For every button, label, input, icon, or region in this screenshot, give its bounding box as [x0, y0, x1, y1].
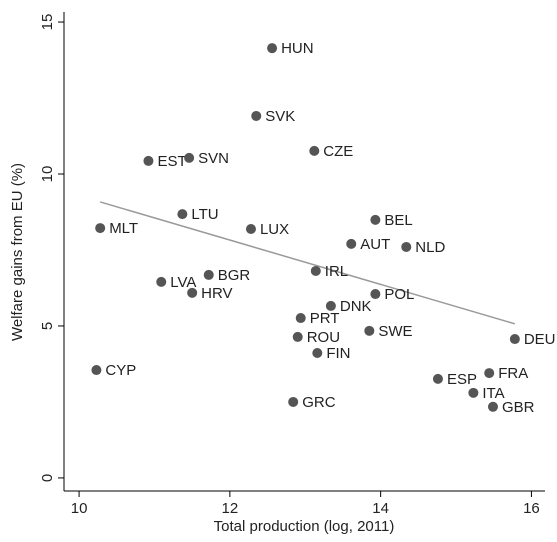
point-label: LUX — [260, 221, 289, 238]
y-tick-label: 5 — [39, 322, 56, 330]
point — [370, 289, 381, 300]
point-label: NLD — [415, 239, 445, 256]
point — [245, 224, 256, 235]
point — [177, 209, 188, 220]
x-tick-label: 12 — [222, 500, 239, 517]
point — [346, 238, 357, 249]
x-tick-label: 14 — [372, 500, 389, 517]
y-tick-label: 15 — [39, 14, 56, 31]
point-label: SWE — [378, 323, 412, 340]
y-tick-label: 10 — [39, 166, 56, 183]
point-label: FIN — [326, 345, 350, 362]
point-label: ESP — [447, 371, 477, 388]
point — [312, 348, 323, 359]
point — [432, 373, 443, 384]
point-label: BGR — [218, 267, 251, 284]
y-tick-label: 0 — [39, 474, 56, 482]
point-label: POL — [384, 286, 414, 303]
point — [484, 368, 495, 379]
point-label: IRL — [325, 263, 348, 280]
x-tick-label: 16 — [523, 500, 540, 517]
point — [187, 287, 198, 298]
point-label: DEU — [524, 331, 556, 348]
point — [203, 269, 214, 280]
point — [143, 155, 154, 166]
point — [325, 300, 336, 311]
point — [509, 334, 520, 345]
point-label: FRA — [498, 365, 528, 382]
point-label: GBR — [502, 399, 535, 416]
point-label: ITA — [482, 385, 504, 402]
fit-line — [99, 201, 516, 325]
x-tick-label: 10 — [71, 500, 88, 517]
x-axis-label: Total production (log, 2011) — [214, 518, 395, 535]
point — [91, 365, 102, 376]
point-label: SVN — [198, 150, 229, 167]
point — [288, 396, 299, 407]
point — [295, 313, 306, 324]
point-label: ROU — [307, 329, 340, 346]
point — [156, 276, 167, 287]
point-label: LTU — [191, 206, 218, 223]
point — [468, 387, 479, 398]
point-label: DNK — [340, 298, 372, 315]
point-label: CZE — [323, 143, 353, 160]
point-label: CYP — [105, 362, 136, 379]
point — [251, 110, 262, 121]
point — [370, 214, 381, 225]
point-label: LVA — [170, 274, 196, 291]
point — [95, 223, 106, 234]
point-label: MLT — [109, 220, 138, 237]
point-label: HUN — [281, 40, 314, 57]
point — [310, 265, 321, 276]
point-label: PRT — [310, 310, 340, 327]
point — [292, 331, 303, 342]
point-label: GRC — [302, 394, 336, 411]
point — [487, 401, 498, 412]
point-label: HRV — [201, 285, 232, 302]
point — [309, 145, 320, 156]
point-label: BEL — [384, 212, 412, 229]
point — [184, 152, 195, 163]
point-label: AUT — [360, 236, 390, 253]
point — [267, 43, 278, 54]
y-axis-label: Welfare gains from EU (%) — [9, 163, 26, 341]
point — [364, 325, 375, 336]
point-label: SVK — [265, 108, 295, 125]
point — [401, 241, 412, 252]
point-label: EST — [157, 153, 186, 170]
